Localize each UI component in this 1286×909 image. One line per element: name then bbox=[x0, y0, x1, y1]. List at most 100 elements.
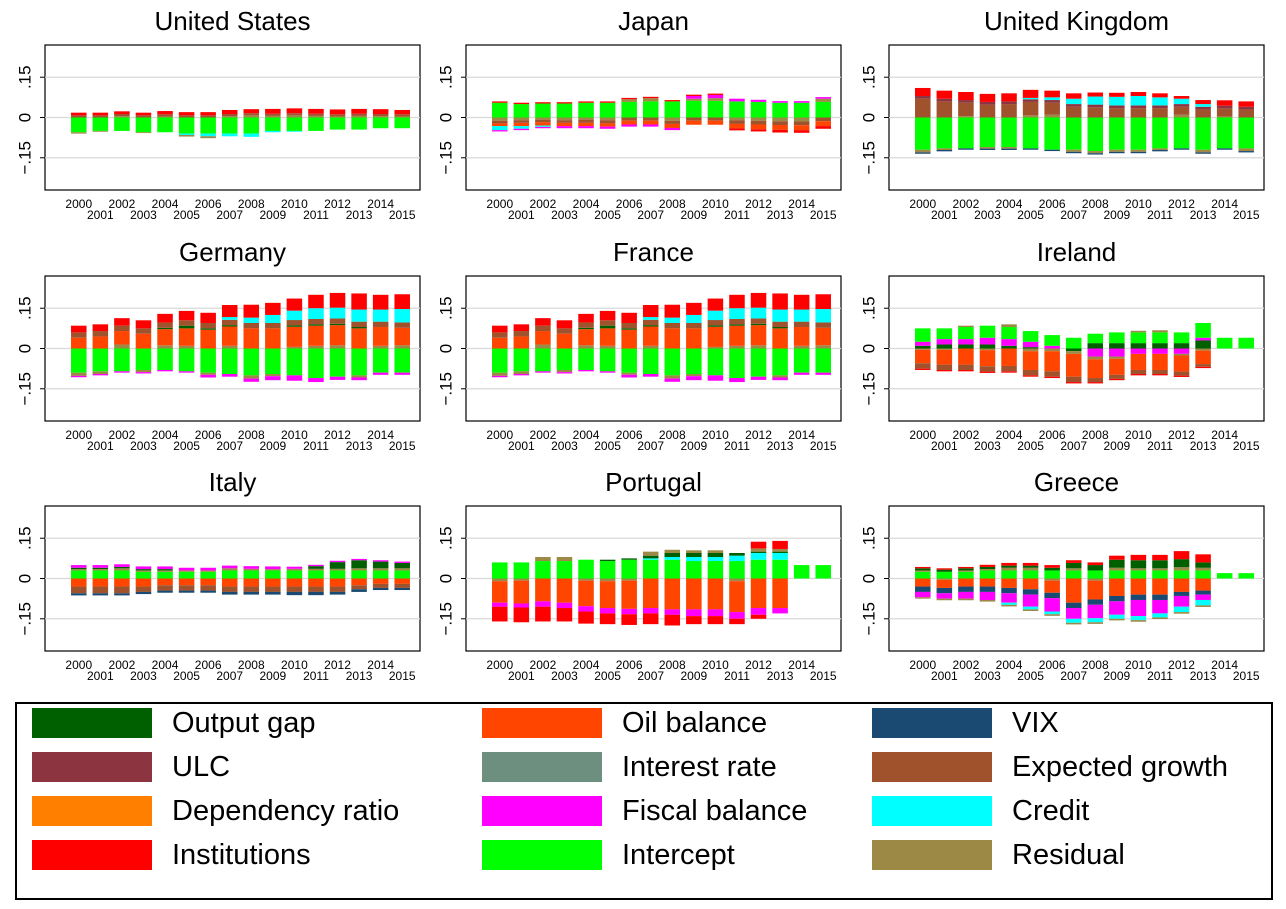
bar-segment-residual bbox=[265, 115, 281, 118]
bar-segment-expected-growth bbox=[1087, 378, 1104, 383]
y-tick-label: 0 bbox=[860, 574, 879, 583]
bar-segment-vix bbox=[936, 149, 953, 152]
bar-segment-output-gap bbox=[351, 560, 367, 569]
x-tick-label: 2000 bbox=[909, 428, 936, 442]
bar-segment-institutions bbox=[686, 94, 702, 97]
x-tick-label: 2003 bbox=[974, 669, 1001, 683]
bar-segment-intercept bbox=[642, 101, 659, 118]
bar-segment-oil-balance bbox=[664, 328, 681, 349]
bar-segment-fiscal-balance bbox=[686, 609, 702, 617]
x-tick-label: 2002 bbox=[109, 197, 136, 211]
bar-segment-intercept bbox=[243, 117, 260, 134]
bar-segment-intercept bbox=[71, 570, 87, 579]
bar-segment-expected-growth bbox=[1109, 108, 1125, 118]
bar-segment-oil-balance bbox=[1109, 358, 1125, 375]
bar-segment-vix bbox=[1109, 595, 1125, 602]
bar-segment-institutions bbox=[915, 87, 931, 97]
bar-segment-expected-growth bbox=[200, 585, 216, 591]
bar-segment-residual bbox=[1173, 353, 1190, 356]
y-tick-label: 0 bbox=[860, 113, 879, 122]
x-tick-label: 2007 bbox=[1060, 208, 1087, 222]
bar-segment-oil-balance bbox=[1173, 578, 1190, 592]
bar-segment-institutions bbox=[958, 566, 974, 569]
bar-segment-oil-balance bbox=[642, 120, 659, 125]
bar-segment-residual bbox=[135, 570, 152, 572]
bar-segment-intercept bbox=[71, 348, 87, 373]
x-tick-label: 2005 bbox=[173, 669, 200, 683]
bar-segment-oil-balance bbox=[92, 578, 109, 587]
y-tick-label: −.15 bbox=[437, 372, 456, 406]
bar-segment-credit bbox=[1195, 599, 1211, 606]
bar-segment-fiscal-balance bbox=[200, 374, 216, 378]
bar-segment-oil-balance bbox=[958, 348, 974, 365]
bar-segment-residual bbox=[750, 548, 767, 552]
bar-segment-fiscal-balance bbox=[729, 98, 745, 102]
bar-segment-residual bbox=[114, 116, 130, 118]
bar-segment-fiscal-balance bbox=[1152, 599, 1168, 614]
bar-segment-intercept bbox=[1195, 570, 1211, 579]
bar-segment-oil-balance bbox=[1001, 578, 1017, 588]
bar-segment-ulc bbox=[1173, 104, 1190, 107]
bar-segment-fiscal-balance bbox=[979, 337, 996, 345]
bar-segment-vix bbox=[329, 591, 346, 595]
bar-segment-output-gap bbox=[936, 344, 953, 349]
bar-segment-institutions bbox=[221, 305, 238, 318]
bar-segment-residual bbox=[979, 599, 996, 602]
bar-segment-residual bbox=[178, 570, 195, 572]
bar-segment-residual bbox=[915, 570, 931, 572]
bar-segment-intercept bbox=[1152, 570, 1168, 579]
bar-segment-intercept bbox=[535, 561, 551, 579]
bar-segment-residual bbox=[915, 597, 931, 599]
bar-segment-residual bbox=[92, 371, 109, 375]
bar-segment-institutions bbox=[114, 111, 130, 115]
bar-segment-residual bbox=[1109, 567, 1125, 571]
bar-segment-institutions bbox=[135, 112, 152, 116]
bar-segment-expected-growth bbox=[1173, 371, 1190, 376]
x-tick-label: 2006 bbox=[1039, 428, 1066, 442]
bar-segment-residual bbox=[1022, 609, 1039, 611]
bar-segment-residual bbox=[1238, 148, 1254, 152]
x-tick-label: 2003 bbox=[974, 439, 1001, 453]
bar-segment-residual bbox=[1065, 149, 1082, 152]
bar-segment-intercept bbox=[1152, 332, 1168, 344]
bar-segment-oil-balance bbox=[114, 578, 130, 587]
bar-segment-expected-growth bbox=[71, 586, 87, 594]
x-tick-label: 2012 bbox=[324, 428, 351, 442]
x-tick-label: 2011 bbox=[303, 208, 329, 222]
x-tick-label: 2011 bbox=[303, 669, 329, 683]
y-tick-label: −.15 bbox=[860, 141, 879, 175]
bar-segment-output-gap bbox=[286, 325, 303, 327]
bar-segment-intercept bbox=[200, 571, 216, 579]
x-tick-label: 2001 bbox=[931, 439, 958, 453]
bar-segment-fiscal-balance bbox=[492, 130, 508, 132]
bar-segment-oil-balance bbox=[578, 580, 594, 607]
x-tick-label: 2005 bbox=[1017, 669, 1044, 683]
bar-segment-vix bbox=[1022, 589, 1039, 595]
x-tick-label: 2004 bbox=[152, 197, 179, 211]
legend-swatch bbox=[32, 708, 152, 738]
x-tick-label: 2003 bbox=[130, 208, 157, 222]
bar-segment-vix bbox=[1195, 152, 1211, 154]
bar-segment-ulc bbox=[1152, 105, 1168, 109]
bar-segment-ulc bbox=[958, 100, 974, 103]
bar-segment-residual bbox=[535, 117, 551, 120]
bar-segment-output-gap bbox=[578, 327, 594, 330]
x-tick-label: 2000 bbox=[486, 197, 513, 211]
bar-segment-institutions bbox=[1087, 562, 1104, 566]
bar-segment-vix bbox=[1238, 151, 1254, 153]
bar-segment-output-gap bbox=[979, 566, 996, 570]
bar-segment-fiscal-balance bbox=[135, 372, 152, 374]
x-tick-label: 2004 bbox=[573, 197, 600, 211]
bar-segment-residual bbox=[686, 550, 702, 553]
bar-segment-residual bbox=[114, 344, 130, 349]
x-tick-label: 2015 bbox=[810, 208, 837, 222]
bar-segment-residual bbox=[114, 568, 130, 571]
bar-segment-fiscal-balance bbox=[351, 558, 367, 561]
bar-segment-intercept bbox=[621, 348, 637, 373]
bar-segment-credit bbox=[351, 309, 367, 322]
bar-segment-oil-balance bbox=[556, 333, 573, 349]
bar-segment-fiscal-balance bbox=[1001, 593, 1017, 603]
bar-segment-residual bbox=[1087, 578, 1104, 581]
bar-segment-intercept bbox=[793, 348, 810, 373]
x-tick-label: 2012 bbox=[324, 197, 351, 211]
